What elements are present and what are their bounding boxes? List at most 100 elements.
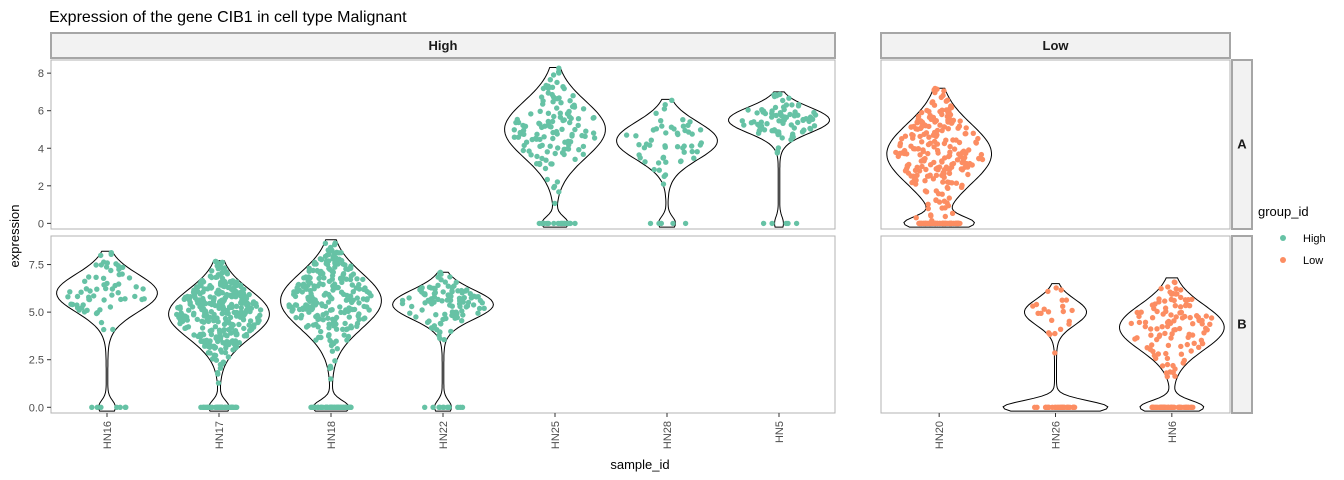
point-HN17 [219,310,225,317]
point-HN6 [1178,343,1184,350]
point-HN6 [1184,341,1191,348]
point-HN25 [567,119,573,126]
point-HN25 [590,130,597,136]
point-HN25 [539,142,545,148]
point-HN6 [1149,302,1156,308]
point-HN22 [453,279,459,285]
point-HN18 [295,282,301,288]
point-HN16 [118,296,124,303]
point-HN28 [697,127,704,133]
point-HN20 [899,136,905,142]
point-HN18 [326,325,332,331]
legend: group_id High Low [1258,204,1326,267]
x-tick-label: HN18 [326,421,338,449]
point-HN22 [413,314,419,320]
point-HN20 [955,125,961,131]
point-HN18 [310,267,316,274]
violin-HN5 [728,91,830,228]
point-HN20 [953,180,960,186]
point-HN20 [947,105,953,112]
point-HN18 [325,333,332,339]
point-HN25 [534,153,540,160]
point-HN28 [680,123,687,129]
point-HN26 [1046,330,1052,336]
point-HN5 [775,131,781,138]
point-HN17 [215,380,222,386]
point-HN22 [407,310,413,316]
point-HN17 [205,343,211,349]
point-HN28 [659,123,665,129]
point-HN17 [248,325,255,331]
point-HN5 [769,110,775,117]
point-HN16 [116,271,122,278]
point-HN16 [78,289,84,295]
point-HN18 [328,404,335,410]
point-HN18 [323,310,329,316]
point-HN20 [927,112,933,119]
point-HN5 [772,104,779,111]
point-HN18 [338,275,344,281]
point-HN16 [109,286,116,292]
point-HN25 [540,98,546,104]
point-HN16 [98,252,104,259]
point-HN17 [212,345,218,351]
point-HN18 [332,259,338,266]
point-HN20 [927,172,933,178]
point-HN6 [1163,350,1169,357]
point-HN6 [1157,332,1163,338]
point-HN6 [1203,313,1210,319]
point-HN18 [332,240,338,246]
strip-row-A [1231,59,1253,230]
point-HN17 [219,404,226,410]
x-tick-label: HN20 [934,421,946,449]
point-HN25 [555,220,561,227]
point-HN18 [339,279,345,285]
point-HN18 [341,332,347,338]
point-HN16 [103,264,110,270]
point-HN22 [430,404,436,410]
point-HN6 [1154,326,1160,332]
point-HN17 [220,359,227,365]
point-HN22 [440,316,446,323]
point-HN22 [441,337,447,343]
point-HN20 [946,152,953,159]
point-HN28 [663,130,669,136]
point-HN17 [247,318,254,324]
point-HN6 [1149,342,1155,348]
point-HN28 [678,158,684,164]
point-HN20 [938,94,944,101]
point-HN25 [566,220,572,227]
point-HN20 [934,86,940,92]
point-HN28 [670,220,676,227]
y-tick-label: 0.0 [29,402,44,414]
violin-HN18 [280,239,382,412]
point-HN22 [429,325,436,331]
point-HN17 [228,404,234,410]
point-HN16 [122,404,128,410]
point-HN20 [922,155,928,162]
point-HN20 [943,98,949,104]
point-HN20 [951,146,958,152]
point-HN17 [232,404,238,410]
point-HN6 [1165,342,1172,349]
point-HN18 [315,404,321,410]
point-HN25 [560,84,566,90]
point-HN18 [332,404,339,410]
point-HN5 [777,91,783,98]
point-HN22 [422,300,428,306]
point-HN22 [455,288,461,294]
point-HN6 [1194,313,1200,319]
point-HN20 [934,141,941,147]
point-HN17 [233,294,239,300]
point-HN20 [958,184,965,190]
point-HN17 [233,303,240,309]
point-HN18 [338,309,344,315]
point-HN20 [919,163,925,170]
point-HN17 [239,293,245,299]
y-tick-label: 6 [38,106,44,118]
point-HN16 [139,296,145,303]
point-HN5 [777,110,784,116]
point-HN22 [433,312,439,318]
point-HN6 [1186,331,1192,337]
point-HN25 [556,65,562,71]
